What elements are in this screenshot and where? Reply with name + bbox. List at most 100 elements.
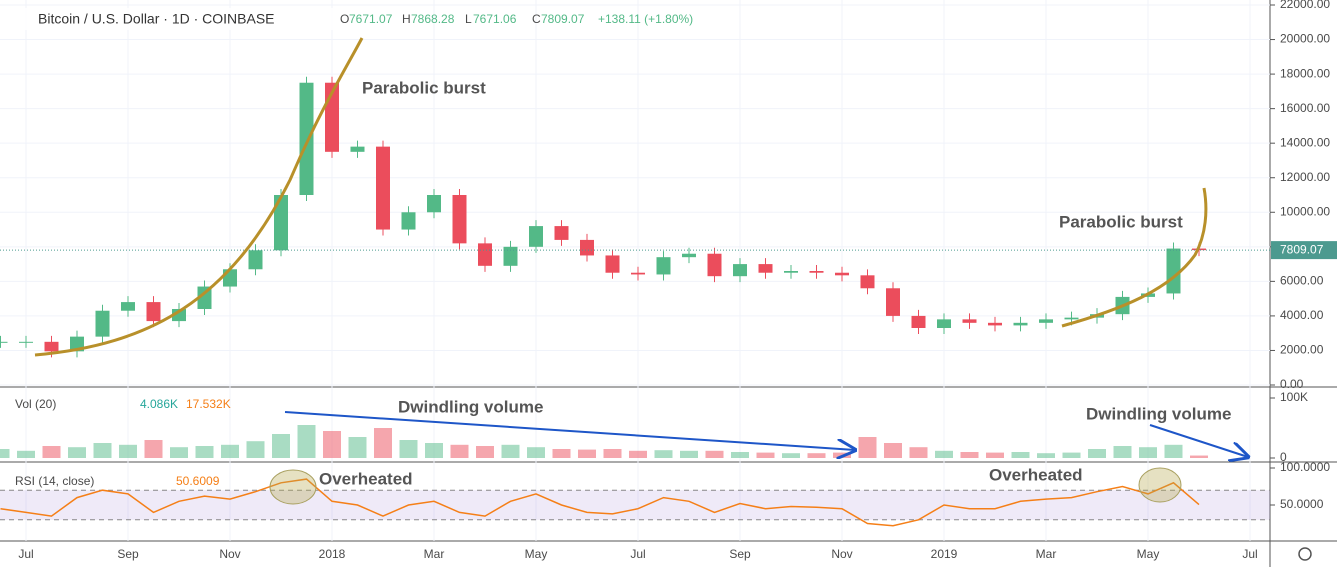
volume-bar — [17, 450, 35, 458]
ohlc-value: 7671.06 — [473, 12, 517, 26]
candle — [44, 341, 59, 352]
header-bg — [0, 8, 335, 30]
candle — [758, 264, 773, 273]
volume-bar — [119, 444, 137, 458]
y-tick-label: 100.0000 — [1280, 460, 1330, 474]
y-tick-label: 100K — [1280, 390, 1308, 404]
ohlc-label: L — [465, 12, 472, 26]
highlight-ellipse — [269, 469, 317, 505]
volume-bar — [909, 447, 928, 458]
candle — [248, 250, 263, 270]
x-tick-label: Jul — [18, 547, 33, 561]
trend-arrow — [1149, 424, 1248, 457]
annotation: Parabolic burst — [362, 78, 486, 97]
volume-bar — [833, 452, 851, 458]
last-price-box — [1271, 241, 1337, 260]
x-tick-label: Sep — [729, 547, 751, 561]
volume-bar — [527, 447, 545, 458]
annotation: Dwindling volume — [398, 397, 543, 416]
volume-bar — [603, 449, 622, 458]
volume-bar — [246, 441, 265, 458]
volume-bar — [1139, 447, 1157, 458]
trend-arrow — [284, 411, 855, 450]
y-tick-label: 16000.00 — [1280, 101, 1330, 115]
candle — [452, 195, 467, 244]
volume-bar — [960, 452, 979, 458]
volume-bar — [1190, 455, 1208, 458]
volume-bar — [144, 440, 163, 458]
y-tick-label: 14000.00 — [1280, 135, 1330, 149]
change-value: +138.11 (+1.80%) — [598, 12, 693, 26]
volume-bar — [1062, 452, 1081, 458]
y-tick-label: 4000.00 — [1280, 308, 1324, 322]
volume-bar — [552, 449, 571, 458]
y-tick-label: 12000.00 — [1280, 170, 1330, 184]
volume-bar — [680, 450, 698, 458]
ohlc-label: H — [402, 12, 411, 26]
candle — [146, 302, 161, 322]
volume-bar — [858, 437, 877, 458]
volume-bar — [170, 447, 188, 458]
volume-bar — [986, 452, 1004, 458]
volume-bar — [756, 452, 775, 458]
parabola-curve — [1061, 187, 1208, 328]
x-tick-label: Jul — [1242, 547, 1257, 561]
volume-bar — [654, 450, 673, 458]
indicator-value: 4.086K — [140, 397, 178, 411]
annotation: Overheated — [989, 465, 1083, 484]
candle — [784, 271, 798, 273]
volume-bar — [1011, 452, 1030, 458]
volume-bar — [935, 450, 953, 458]
parabola-curve — [34, 37, 364, 357]
x-tick-label: May — [525, 547, 548, 561]
candle — [707, 253, 722, 277]
ohlc-value: 7868.28 — [411, 12, 455, 26]
candle — [554, 226, 569, 240]
annotation: Parabolic burst — [1059, 212, 1183, 231]
ohlc-value: 7809.07 — [541, 12, 585, 26]
candle — [121, 302, 135, 311]
last-price-label: 7809.07 — [1280, 242, 1324, 256]
x-tick-label: Mar — [1036, 547, 1057, 561]
y-tick-label: 0 — [1280, 450, 1287, 464]
volume-bar — [297, 425, 316, 458]
annotation: Overheated — [319, 469, 413, 488]
indicator-name[interactable]: Vol (20) — [15, 397, 56, 411]
volume-bar — [1088, 449, 1106, 458]
symbol-title[interactable]: Bitcoin / U.S. Dollar · 1D · COINBASE — [38, 11, 275, 27]
ohlc-value: 7671.07 — [349, 12, 393, 26]
volume-bar — [476, 446, 494, 458]
volume-bar — [1164, 444, 1183, 458]
candle — [529, 226, 543, 247]
candle — [376, 146, 390, 230]
settings-icon[interactable] — [1298, 547, 1312, 561]
candle — [1039, 319, 1053, 323]
candle — [911, 315, 926, 328]
y-tick-label: 2000.00 — [1280, 343, 1324, 357]
candle — [274, 195, 288, 251]
candle — [860, 275, 875, 289]
candle — [733, 264, 747, 277]
volume-bar — [42, 446, 61, 458]
y-tick-label: 20000.00 — [1280, 32, 1330, 46]
candle — [478, 243, 492, 266]
candle — [835, 272, 849, 276]
volume-bar — [1037, 453, 1055, 458]
volume-bar — [884, 443, 902, 458]
x-tick-label: 2018 — [319, 547, 346, 561]
candle — [401, 212, 416, 230]
y-tick-label: 18000.00 — [1280, 66, 1330, 80]
candle — [988, 322, 1002, 326]
volume-bar — [1113, 446, 1132, 458]
x-tick-label: Sep — [117, 547, 139, 561]
ohlc-label: C — [532, 12, 541, 26]
indicator-name[interactable]: RSI (14, close) — [15, 474, 94, 488]
volume-bar — [272, 434, 290, 458]
volume-bar — [501, 444, 520, 458]
volume-bar — [68, 447, 86, 458]
y-tick-label: 0.00 — [1280, 377, 1304, 391]
volume-bar — [93, 443, 112, 458]
x-tick-label: Mar — [424, 547, 445, 561]
